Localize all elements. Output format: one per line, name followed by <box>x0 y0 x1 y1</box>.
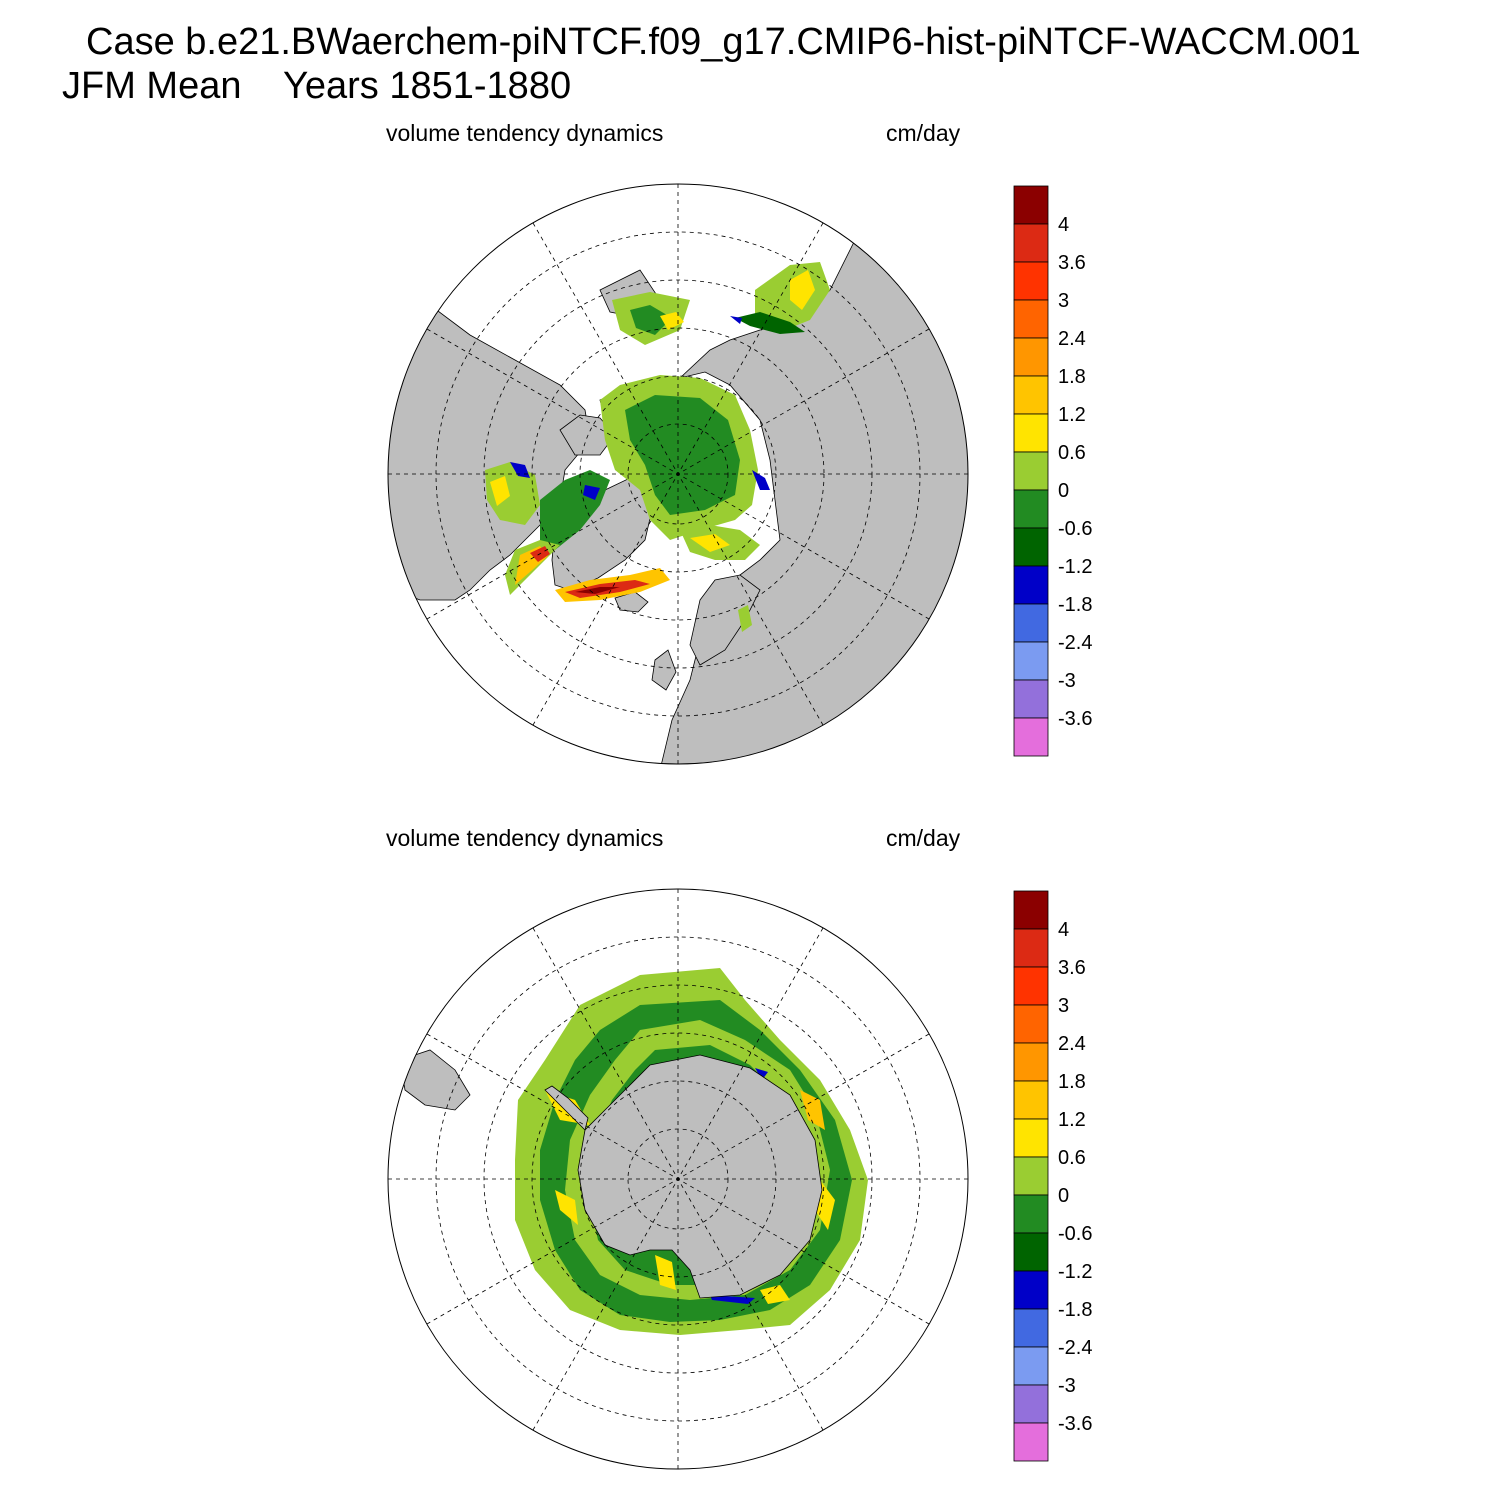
colorbar-tick-label: 2.4 <box>1058 1033 1086 1055</box>
south-map-border <box>387 888 969 1470</box>
colorbar-swatch <box>1013 928 1049 968</box>
colorbar-swatch <box>1013 966 1049 1006</box>
figure-title-case: Case b.e21.BWaerchem-piNTCF.f09_g17.CMIP… <box>86 21 1361 63</box>
colorbar-tick-label: -2.4 <box>1058 1337 1092 1359</box>
north-graticule <box>388 184 968 764</box>
colorbar-tick-label: 3.6 <box>1058 957 1086 979</box>
colorbar-tick-label: 0.6 <box>1058 1147 1086 1169</box>
colorbar-tick-label: -3.6 <box>1058 1413 1092 1435</box>
colorbar-tick-label: 0.6 <box>1058 442 1086 464</box>
north-map-border <box>387 183 969 765</box>
colorbar-tick-label: 2.4 <box>1058 328 1086 350</box>
panel1-units-label: cm/day <box>886 120 961 146</box>
colorbar-tick-label: -3 <box>1058 670 1076 692</box>
north-field <box>485 262 830 632</box>
south-polar-map <box>387 888 969 1470</box>
colorbar-swatch <box>1013 1384 1049 1424</box>
colorbar-swatch <box>1013 299 1049 339</box>
south-graticule <box>388 889 968 1469</box>
colorbar-swatch <box>1013 185 1049 225</box>
colorbar-tick-label: -1.2 <box>1058 556 1092 578</box>
colorbar-swatch <box>1013 679 1049 719</box>
colorbar-swatch <box>1013 1080 1049 1120</box>
colorbar-bottom: -3.6 -3 -2.4 -1.8 -1.2 -0.6 0 0.6 1.2 1.8 2.4 3 3.6 4 <box>1013 890 1092 1462</box>
colorbar-tick-label: 0 <box>1058 480 1069 502</box>
south-land <box>399 1049 823 1299</box>
colorbar-swatch <box>1013 603 1049 643</box>
colorbar-swatch <box>1013 1194 1049 1234</box>
panel2-units-label: cm/day <box>886 825 961 851</box>
colorbar-tick-label: -0.6 <box>1058 518 1092 540</box>
colorbar-tick-label: 1.2 <box>1058 1109 1086 1131</box>
colorbar-swatch <box>1013 1346 1049 1386</box>
colorbar-tick-label: -1.2 <box>1058 1261 1092 1283</box>
colorbar-swatch <box>1013 890 1049 930</box>
colorbar-swatch <box>1013 1156 1049 1196</box>
colorbar-swatch <box>1013 527 1049 567</box>
panel2-variable-label: volume tendency dynamics <box>386 825 664 851</box>
colorbar-tick-label: 4 <box>1058 214 1069 236</box>
colorbar-tick-label: -1.8 <box>1058 594 1092 616</box>
colorbar-tick-label: 3 <box>1058 290 1069 312</box>
colorbar-swatch <box>1013 1422 1049 1462</box>
colorbar-tick-label: -2.4 <box>1058 632 1092 654</box>
figure-title-period: JFM Mean Years 1851-1880 <box>62 65 572 107</box>
colorbar-swatch <box>1013 375 1049 415</box>
colorbar-tick-label: -3 <box>1058 1375 1076 1397</box>
colorbar-tick-label: 1.8 <box>1058 366 1086 388</box>
colorbar-tick-label: 0 <box>1058 1185 1069 1207</box>
colorbar-swatch <box>1013 223 1049 263</box>
colorbar-tick-label: -0.6 <box>1058 1223 1092 1245</box>
colorbar-swatch <box>1013 565 1049 605</box>
colorbar-swatch <box>1013 261 1049 301</box>
colorbar-swatch <box>1013 1042 1049 1082</box>
colorbar-swatch <box>1013 451 1049 491</box>
colorbar-swatch <box>1013 337 1049 377</box>
colorbar-top: -3.6 -3 -2.4 -1.8 -1.2 -0.6 0 0.6 1.2 1.8 2.4 3 3.6 4 <box>1013 185 1092 757</box>
colorbar-swatch <box>1013 413 1049 453</box>
colorbar-swatch <box>1013 1270 1049 1310</box>
panel1-variable-label: volume tendency dynamics <box>386 120 664 146</box>
colorbar-swatch <box>1013 489 1049 529</box>
colorbar-tick-label: 4 <box>1058 919 1069 941</box>
colorbar-tick-label: 3.6 <box>1058 252 1086 274</box>
colorbar-tick-label: -3.6 <box>1058 708 1092 730</box>
north-polar-map <box>387 183 969 765</box>
colorbar-tick-label: 1.2 <box>1058 404 1086 426</box>
colorbar-swatch <box>1013 717 1049 757</box>
colorbar-tick-label: 3 <box>1058 995 1069 1017</box>
colorbar-tick-label: -1.8 <box>1058 1299 1092 1321</box>
colorbar-swatch <box>1013 1308 1049 1348</box>
colorbar-swatch <box>1013 1118 1049 1158</box>
colorbar-swatch <box>1013 641 1049 681</box>
colorbar-tick-label: 1.8 <box>1058 1071 1086 1093</box>
colorbar-swatch <box>1013 1004 1049 1044</box>
colorbar-swatch <box>1013 1232 1049 1272</box>
